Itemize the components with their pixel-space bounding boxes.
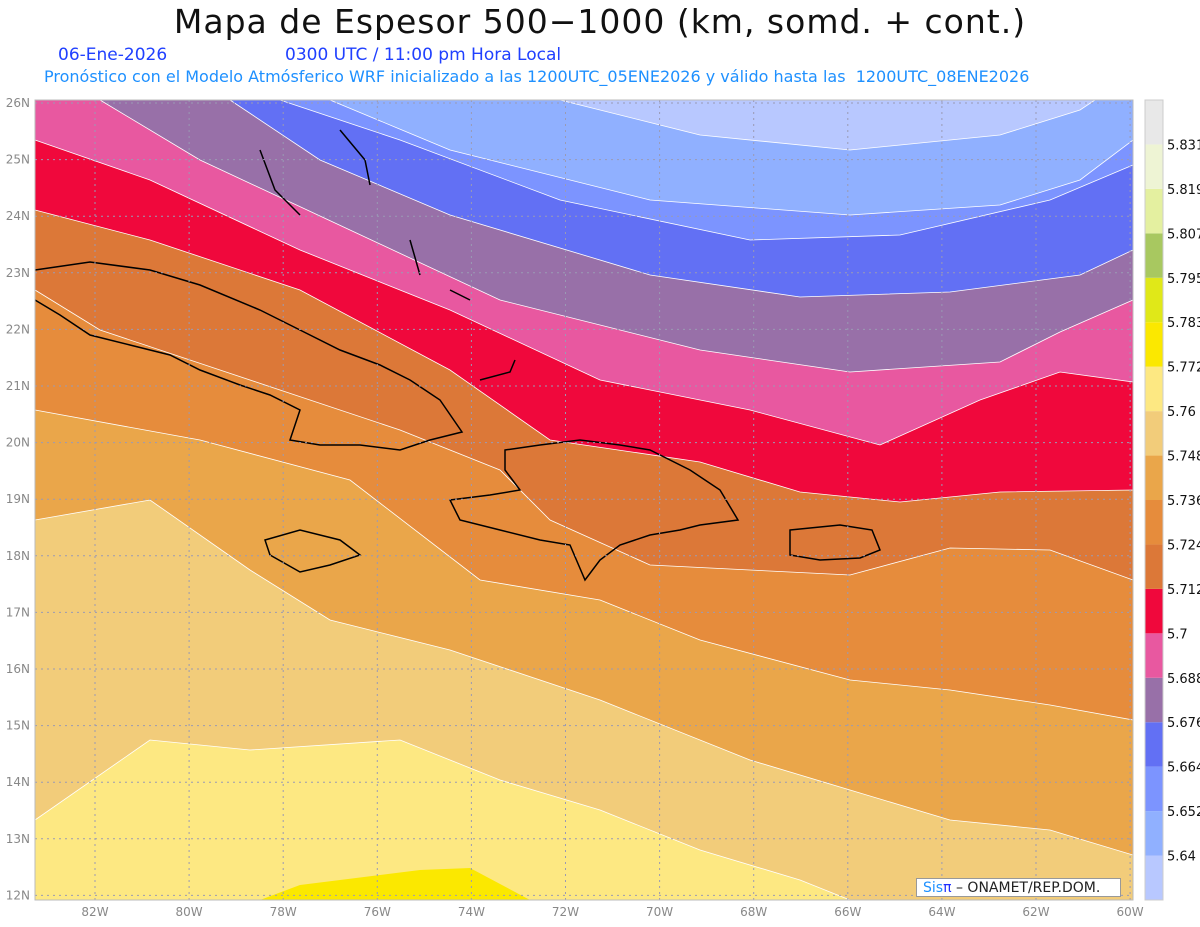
puerto-rico-coastline xyxy=(789,524,881,561)
latitude-labels: 26N 25N 24N 23N 22N 21N 20N 19N 18N 17N 16N 15N 14N 1… xyxy=(6,96,30,902)
colorbar-label: 5.76 xyxy=(1167,405,1196,420)
colorbar-label: 5.772 xyxy=(1167,361,1200,376)
colorbar-swatch xyxy=(1145,766,1163,812)
colorbar-swatch xyxy=(1145,277,1163,323)
colorbar-swatch xyxy=(1145,500,1163,545)
lat-label: 16N xyxy=(6,662,30,676)
longitude-labels: 82W 80W 78W 76W 74W 72W 70W 68W 66W 64W 62W 60W xyxy=(81,905,1143,919)
colorbar: 5.64 5.652 5.664 5.676 5.688 5.7 5.712 5.724 5.7… xyxy=(1144,99,1200,901)
credit-sis: Sis xyxy=(923,880,944,896)
colorbar-label: 5.736 xyxy=(1167,494,1200,509)
cuba-coastline xyxy=(34,261,464,451)
colorbar-label: 5.748 xyxy=(1167,450,1200,465)
colorbar-swatch xyxy=(1145,811,1163,856)
colorbar-swatch xyxy=(1145,366,1163,412)
lat-label: 12N xyxy=(6,888,30,902)
credit-pi: π xyxy=(943,880,952,896)
colorbar-swatch xyxy=(1145,633,1163,678)
lat-label: 23N xyxy=(6,266,30,280)
lat-label: 15N xyxy=(6,719,30,733)
lon-label: 80W xyxy=(176,905,203,919)
band-5.783 xyxy=(260,868,530,900)
colorbar-label: 5.652 xyxy=(1167,805,1200,820)
colorbar-swatch xyxy=(1145,677,1163,723)
jamaica-coastline xyxy=(264,529,362,573)
colorbar-label: 5.664 xyxy=(1167,761,1200,776)
colorbar-label: 5.7 xyxy=(1167,627,1188,642)
lat-label: 18N xyxy=(6,549,30,563)
lon-label: 82W xyxy=(81,905,108,919)
lon-label: 72W xyxy=(552,905,579,919)
credit-box: Sisπ – ONAMET/REP.DOM. xyxy=(916,878,1121,897)
lon-label: 78W xyxy=(270,905,297,919)
colorbar-swatch xyxy=(1145,588,1163,634)
colorbar-swatch xyxy=(1145,855,1163,900)
lat-label: 20N xyxy=(6,436,30,450)
lat-label: 19N xyxy=(6,492,30,506)
lat-label: 17N xyxy=(6,605,30,619)
colorbar-swatch xyxy=(1145,722,1163,767)
colorbar-label: 5.676 xyxy=(1167,716,1200,731)
colorbar-swatch xyxy=(1145,144,1163,189)
graticule xyxy=(35,100,1133,900)
lon-label: 70W xyxy=(646,905,673,919)
colorbar-label: 5.688 xyxy=(1167,672,1200,687)
lat-label: 13N xyxy=(6,832,30,846)
lon-label: 60W xyxy=(1117,905,1144,919)
colorbar-label: 5.724 xyxy=(1167,538,1200,553)
colorbar-label: 5.819 xyxy=(1167,183,1200,198)
hispaniola-coastline xyxy=(448,439,740,582)
colorbar-swatch xyxy=(1145,544,1163,589)
lon-label: 68W xyxy=(740,905,767,919)
colorbar-swatch xyxy=(1145,100,1163,145)
lon-label: 76W xyxy=(364,905,391,919)
lat-label: 25N xyxy=(6,153,30,167)
lat-label: 24N xyxy=(6,209,30,223)
colorbar-swatch xyxy=(1145,322,1163,367)
lon-label: 74W xyxy=(458,905,485,919)
colorbar-label: 5.712 xyxy=(1167,583,1200,598)
colorbar-swatch xyxy=(1145,455,1163,500)
model-description: Pronóstico con el Modelo Atmósferico WRF… xyxy=(44,67,1030,86)
colorbar-swatch xyxy=(1145,411,1163,456)
colorbar-swatch xyxy=(1145,188,1163,234)
colorbar-swatch xyxy=(1145,233,1163,278)
lat-label: 14N xyxy=(6,775,30,789)
credit-org: – ONAMET/REP.DOM. xyxy=(955,880,1101,896)
colorbar-frame xyxy=(1144,99,1164,901)
thickness-bands xyxy=(34,99,1134,901)
colorbar-label: 5.807 xyxy=(1167,227,1200,242)
colorbar-label: 5.783 xyxy=(1167,316,1200,331)
colorbar-label: 5.795 xyxy=(1167,272,1200,287)
lat-label: 26N xyxy=(6,96,30,110)
lon-label: 64W xyxy=(928,905,955,919)
map-frame xyxy=(34,99,1134,901)
lat-label: 21N xyxy=(6,379,30,393)
colorbar-label: 5.831 xyxy=(1167,138,1200,153)
forecast-date: 06-Ene-2026 xyxy=(58,45,168,65)
map-title: Mapa de Espesor 500−1000 (km, somd. + co… xyxy=(173,2,1027,41)
forecast-time: 0300 UTC / 11:00 pm Hora Local xyxy=(285,45,562,65)
lat-label: 22N xyxy=(6,322,30,336)
lon-label: 66W xyxy=(834,905,861,919)
lon-label: 62W xyxy=(1022,905,1049,919)
colorbar-label: 5.64 xyxy=(1167,850,1196,865)
